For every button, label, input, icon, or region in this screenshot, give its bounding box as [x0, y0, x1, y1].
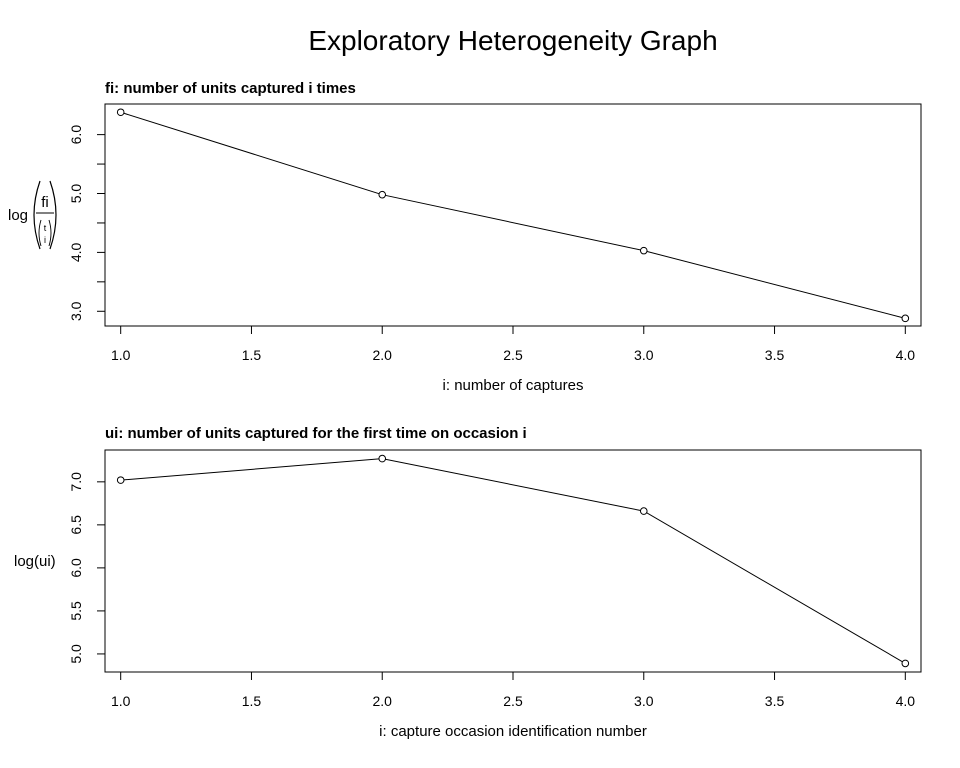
y-tick-label: 4.0 — [68, 242, 84, 262]
data-point — [116, 476, 125, 484]
fraction-numerator: fi — [41, 194, 49, 211]
binomial-left-paren — [38, 219, 42, 247]
x-tick-label: 3.0 — [634, 693, 654, 709]
y-tick-label: 7.0 — [68, 472, 84, 492]
x-tick-label: 4.0 — [896, 693, 916, 709]
y-tick-label: 6.5 — [68, 515, 84, 535]
x-tick-label: 1.5 — [242, 347, 262, 363]
data-point — [639, 507, 648, 515]
series-line — [120, 458, 906, 664]
x-tick-label: 2.5 — [503, 693, 523, 709]
y-axis-label-prefix: log — [8, 207, 28, 224]
panel-first-captures: ui: number of units captured for the fir… — [14, 425, 922, 740]
y-tick-label: 5.0 — [68, 184, 84, 204]
binomial-right-paren — [48, 219, 52, 247]
series-line — [120, 111, 906, 319]
binomial-bottom: i — [44, 235, 46, 245]
x-tick-label: 1.5 — [242, 693, 262, 709]
data-point — [901, 314, 910, 323]
x-tick-label: 2.0 — [372, 347, 392, 363]
x-tick-label: 4.0 — [896, 347, 916, 363]
data-point — [639, 246, 648, 255]
panel-title: ui: number of units captured for the fir… — [105, 425, 527, 442]
y-tick-label: 6.0 — [68, 125, 84, 145]
data-point — [116, 108, 125, 117]
x-tick-label: 1.0 — [111, 347, 131, 363]
panel-title: fi: number of units captured i times — [105, 80, 356, 97]
y-tick-label: 5.5 — [68, 601, 84, 621]
y-tick-label: 3.0 — [68, 301, 84, 321]
plot-frame — [104, 449, 922, 673]
y-tick-label: 5.0 — [68, 644, 84, 664]
x-tick-label: 3.5 — [765, 693, 785, 709]
x-tick-label: 1.0 — [111, 693, 131, 709]
x-tick-label: 3.0 — [634, 347, 654, 363]
plot-frame — [104, 103, 922, 327]
data-point — [378, 190, 387, 199]
binomial-top: t — [44, 223, 47, 233]
data-point — [901, 659, 910, 668]
y-axis-label: log(ui) — [14, 553, 56, 570]
x-axis-label: i: capture occasion identification numbe… — [379, 723, 647, 740]
x-tick-label: 3.5 — [765, 347, 785, 363]
left-paren — [33, 180, 41, 250]
x-axis-label: i: number of captures — [443, 377, 584, 394]
main-title: Exploratory Heterogeneity Graph — [308, 25, 717, 56]
y-tick-label: 6.0 — [68, 558, 84, 578]
x-tick-label: 2.0 — [372, 693, 392, 709]
right-paren — [49, 180, 57, 250]
x-tick-label: 2.5 — [503, 347, 523, 363]
data-point — [378, 454, 387, 463]
panel-capture-frequency: fi: number of units captured i times 1.0 1… — [8, 80, 922, 394]
